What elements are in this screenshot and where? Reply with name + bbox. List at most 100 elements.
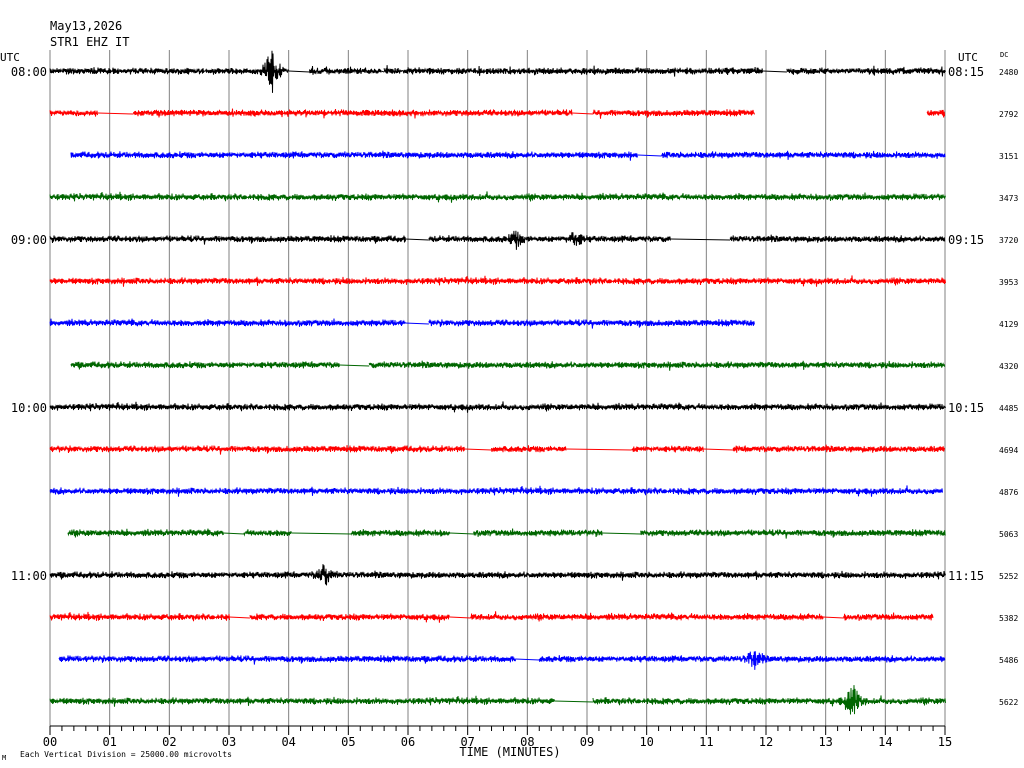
trace-connector bbox=[762, 70, 787, 73]
trace-segment bbox=[368, 360, 946, 371]
trace-row-10 bbox=[49, 444, 946, 455]
left-utc-label: UTC bbox=[0, 51, 20, 64]
trace-segment bbox=[70, 150, 638, 161]
trace-connector bbox=[380, 70, 385, 73]
trace-segment bbox=[428, 319, 755, 329]
x-tick-label-11: 11 bbox=[699, 735, 713, 749]
x-tick-label-01: 01 bbox=[102, 735, 116, 749]
trace-connector bbox=[404, 238, 429, 241]
trace-segment bbox=[49, 235, 406, 245]
trace-segment bbox=[592, 109, 755, 119]
x-tick-label-04: 04 bbox=[281, 735, 295, 749]
trace-segment bbox=[249, 613, 450, 623]
trace-segment bbox=[58, 655, 516, 665]
right-utc-label: UTC bbox=[958, 51, 978, 64]
dc-offset-label: 5382 bbox=[999, 614, 1018, 623]
dc-offset-label: 2792 bbox=[999, 110, 1018, 119]
trace-row-15 bbox=[58, 651, 946, 670]
trace-row-8 bbox=[70, 360, 946, 371]
trace-connector bbox=[291, 532, 352, 535]
trace-segment bbox=[926, 109, 946, 118]
trace-segment bbox=[491, 445, 567, 453]
trace-segment bbox=[786, 65, 946, 77]
trace-segment bbox=[640, 529, 946, 539]
trace-segment bbox=[661, 150, 946, 160]
vertical-division-note: Each Vertical Division = 25000.00 microv… bbox=[20, 750, 232, 759]
trace-segment bbox=[49, 611, 230, 622]
trace-connector bbox=[515, 658, 540, 661]
trace-segment bbox=[49, 191, 946, 203]
dc-offset-label: 3151 bbox=[999, 152, 1018, 161]
trace-segment bbox=[383, 65, 764, 77]
trace-segment bbox=[428, 230, 671, 250]
trace-connector bbox=[464, 448, 492, 451]
chart-title: May13,2026 bbox=[50, 19, 122, 33]
dc-offset-label: 5252 bbox=[999, 572, 1018, 581]
trace-segment bbox=[473, 528, 603, 537]
trace-connector bbox=[404, 322, 429, 325]
trace-row-16 bbox=[49, 685, 946, 715]
dc-offset-label: 2480 bbox=[999, 68, 1018, 77]
trace-segment bbox=[49, 445, 465, 455]
trace-connector bbox=[339, 364, 370, 367]
left-time-label: 08:00 bbox=[11, 65, 47, 79]
trace-segment bbox=[49, 109, 98, 117]
trace-row-3 bbox=[70, 150, 946, 161]
trace-connector bbox=[228, 616, 250, 619]
trace-segment bbox=[631, 445, 704, 453]
x-tick-label-10: 10 bbox=[639, 735, 653, 749]
right-time-label: 11:15 bbox=[948, 569, 984, 583]
x-tick-label-15: 15 bbox=[938, 735, 952, 749]
x-axis-label: TIME (MINUTES) bbox=[459, 745, 560, 759]
trace-row-7 bbox=[49, 318, 755, 329]
trace-segment bbox=[49, 485, 943, 497]
trace-segment bbox=[70, 361, 340, 370]
dc-offset-label: 4485 bbox=[999, 404, 1018, 413]
trace-row-13 bbox=[49, 564, 946, 586]
trace-connector bbox=[670, 238, 731, 241]
dc-offset-label: 4129 bbox=[999, 320, 1018, 329]
x-tick-label-12: 12 bbox=[759, 735, 773, 749]
trace-segment bbox=[49, 564, 946, 586]
trace-connector bbox=[288, 70, 310, 73]
trace-segment bbox=[49, 50, 289, 93]
trace-row-12 bbox=[67, 528, 946, 539]
dc-offset-label: 3953 bbox=[999, 278, 1018, 287]
trace-segment bbox=[243, 529, 292, 537]
trace-connector bbox=[637, 154, 662, 157]
x-tick-label-13: 13 bbox=[818, 735, 832, 749]
trace-row-4 bbox=[49, 191, 946, 203]
trace-connector bbox=[223, 532, 244, 535]
time-gridlines bbox=[49, 50, 946, 726]
x-tick-label-05: 05 bbox=[341, 735, 355, 749]
trace-connector bbox=[822, 616, 844, 619]
trace-connector bbox=[566, 448, 632, 451]
trace-connector bbox=[572, 112, 593, 115]
trace-connector bbox=[449, 616, 471, 619]
x-tick-label-06: 06 bbox=[401, 735, 415, 749]
dc-offset-label: 5063 bbox=[999, 530, 1018, 539]
trace-segment bbox=[49, 401, 946, 413]
right-time-label: 09:15 bbox=[948, 233, 984, 247]
dc-offset-label: 5486 bbox=[999, 656, 1018, 665]
row-labels: 08:00 08:15 2480 2792 3151 3473 09:00 09:15 3720… bbox=[11, 65, 1019, 707]
trace-segment bbox=[49, 695, 555, 707]
trace-segment bbox=[732, 444, 946, 453]
trace-segment bbox=[49, 275, 946, 287]
footer-mark: M bbox=[2, 754, 6, 762]
dc-column-label: DC bbox=[1000, 51, 1008, 59]
trace-connector bbox=[554, 700, 593, 703]
dc-offset-label: 4320 bbox=[999, 362, 1018, 371]
trace-segment bbox=[843, 612, 934, 621]
trace-row-11 bbox=[49, 485, 943, 497]
trace-segment bbox=[49, 318, 406, 327]
x-tick-label-07: 07 bbox=[460, 735, 474, 749]
right-time-label: 10:15 bbox=[948, 401, 984, 415]
trace-row-14 bbox=[49, 611, 934, 623]
trace-segment bbox=[538, 651, 946, 670]
dc-offset-label: 3720 bbox=[999, 236, 1018, 245]
trace-connector bbox=[703, 448, 734, 451]
seismic-traces bbox=[49, 50, 946, 715]
